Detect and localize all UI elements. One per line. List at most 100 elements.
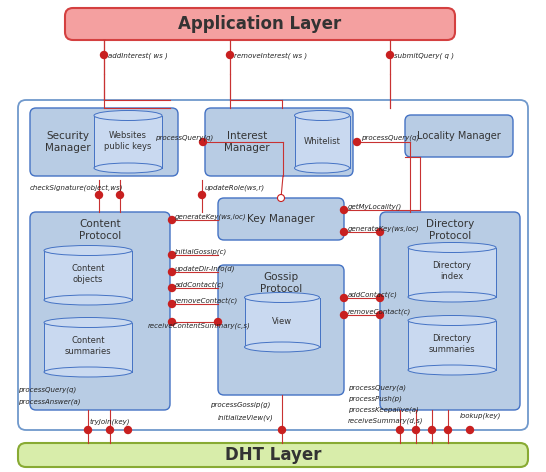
Text: tryJoin(key): tryJoin(key)	[90, 419, 130, 425]
Circle shape	[100, 51, 108, 59]
Bar	[44, 253, 132, 300]
Text: lookup(key): lookup(key)	[460, 413, 501, 419]
Bar	[408, 323, 496, 370]
Text: Gossip
Protocol: Gossip Protocol	[260, 272, 302, 294]
Text: addInterest( ws ): addInterest( ws )	[108, 53, 168, 59]
Circle shape	[199, 192, 205, 199]
Circle shape	[96, 192, 103, 199]
Circle shape	[277, 194, 284, 202]
Text: receiveSummary(d,s): receiveSummary(d,s)	[348, 418, 424, 424]
Text: removeContact(c): removeContact(c)	[348, 309, 411, 315]
Circle shape	[215, 319, 222, 326]
Text: submitQuery( q ): submitQuery( q )	[394, 53, 454, 59]
Text: Whitelist: Whitelist	[304, 136, 341, 145]
Circle shape	[341, 312, 347, 319]
Bar	[294, 118, 349, 168]
Text: initialGossip(c): initialGossip(c)	[175, 249, 227, 255]
Text: DHT Layer: DHT Layer	[225, 446, 321, 464]
Text: updateRole(ws,r): updateRole(ws,r)	[205, 185, 265, 191]
Text: generateKey(ws,loc): generateKey(ws,loc)	[348, 226, 420, 232]
Text: processPush(p): processPush(p)	[348, 396, 402, 402]
Text: addContact(c): addContact(c)	[348, 292, 398, 298]
Circle shape	[466, 427, 473, 433]
Circle shape	[106, 427, 114, 433]
Text: Security
Manager: Security Manager	[45, 131, 91, 153]
Text: receiveContentSummary(c,s): receiveContentSummary(c,s)	[148, 323, 251, 329]
Bar	[94, 118, 162, 168]
Ellipse shape	[44, 295, 132, 305]
Circle shape	[341, 228, 347, 236]
Circle shape	[227, 51, 234, 59]
Ellipse shape	[408, 365, 496, 375]
FancyBboxPatch shape	[380, 212, 520, 410]
Bar	[408, 250, 496, 297]
Ellipse shape	[245, 293, 319, 303]
Circle shape	[377, 312, 383, 319]
Text: checkSignature(object,ws): checkSignature(object,ws)	[30, 185, 123, 191]
Circle shape	[353, 138, 360, 145]
FancyBboxPatch shape	[18, 443, 528, 467]
FancyBboxPatch shape	[65, 8, 455, 40]
Ellipse shape	[94, 110, 162, 120]
Text: addContact(c): addContact(c)	[175, 282, 225, 288]
Circle shape	[429, 427, 436, 433]
Circle shape	[169, 301, 175, 307]
Text: Websites
public keys: Websites public keys	[104, 131, 152, 151]
Circle shape	[412, 427, 419, 433]
Circle shape	[169, 252, 175, 259]
Text: Directory
summaries: Directory summaries	[429, 334, 476, 354]
Text: Key Manager: Key Manager	[247, 214, 315, 224]
Circle shape	[444, 427, 452, 433]
Bar	[44, 325, 132, 372]
Text: Directory
index: Directory index	[432, 261, 472, 281]
Text: processQuery(q): processQuery(q)	[18, 387, 76, 393]
Text: generateKey(ws,loc): generateKey(ws,loc)	[175, 214, 247, 220]
Text: Application Layer: Application Layer	[179, 15, 342, 33]
Circle shape	[278, 427, 286, 433]
Text: processQuery(q): processQuery(q)	[155, 135, 213, 141]
Ellipse shape	[408, 292, 496, 302]
Circle shape	[116, 192, 123, 199]
FancyBboxPatch shape	[218, 265, 344, 395]
Circle shape	[377, 228, 383, 236]
FancyBboxPatch shape	[30, 108, 178, 176]
Text: removeInterest( ws ): removeInterest( ws )	[234, 53, 307, 59]
Ellipse shape	[44, 245, 132, 255]
Text: processAnswer(a): processAnswer(a)	[18, 399, 80, 405]
Ellipse shape	[44, 318, 132, 328]
Circle shape	[169, 269, 175, 276]
Text: getMyLocality(): getMyLocality()	[348, 204, 402, 211]
FancyBboxPatch shape	[205, 108, 353, 176]
Text: Locality Manager: Locality Manager	[417, 131, 501, 141]
Circle shape	[199, 138, 206, 145]
FancyBboxPatch shape	[218, 198, 344, 240]
Circle shape	[169, 285, 175, 292]
Text: processQuery(a): processQuery(a)	[348, 385, 406, 391]
Text: Content
summaries: Content summaries	[64, 336, 111, 356]
Text: updateDir-Info(d): updateDir-Info(d)	[175, 266, 235, 272]
Text: processGossip(g): processGossip(g)	[210, 402, 270, 408]
Circle shape	[124, 427, 132, 433]
Bar	[245, 300, 319, 347]
Circle shape	[387, 51, 394, 59]
FancyBboxPatch shape	[405, 115, 513, 157]
Ellipse shape	[245, 342, 319, 352]
Text: processQuery(q): processQuery(q)	[361, 135, 419, 141]
Ellipse shape	[408, 243, 496, 253]
Text: View: View	[272, 317, 292, 326]
Circle shape	[341, 295, 347, 302]
Ellipse shape	[294, 163, 349, 173]
Ellipse shape	[44, 367, 132, 377]
FancyBboxPatch shape	[30, 212, 170, 410]
Ellipse shape	[94, 163, 162, 173]
Circle shape	[85, 427, 92, 433]
Circle shape	[169, 319, 175, 326]
Circle shape	[377, 295, 383, 302]
Text: initializeView(v): initializeView(v)	[218, 415, 274, 421]
Ellipse shape	[294, 110, 349, 120]
Circle shape	[396, 427, 403, 433]
Text: Content
Protocol: Content Protocol	[79, 219, 121, 241]
Text: Content
objects: Content objects	[71, 264, 105, 284]
Circle shape	[341, 207, 347, 213]
Ellipse shape	[408, 315, 496, 326]
